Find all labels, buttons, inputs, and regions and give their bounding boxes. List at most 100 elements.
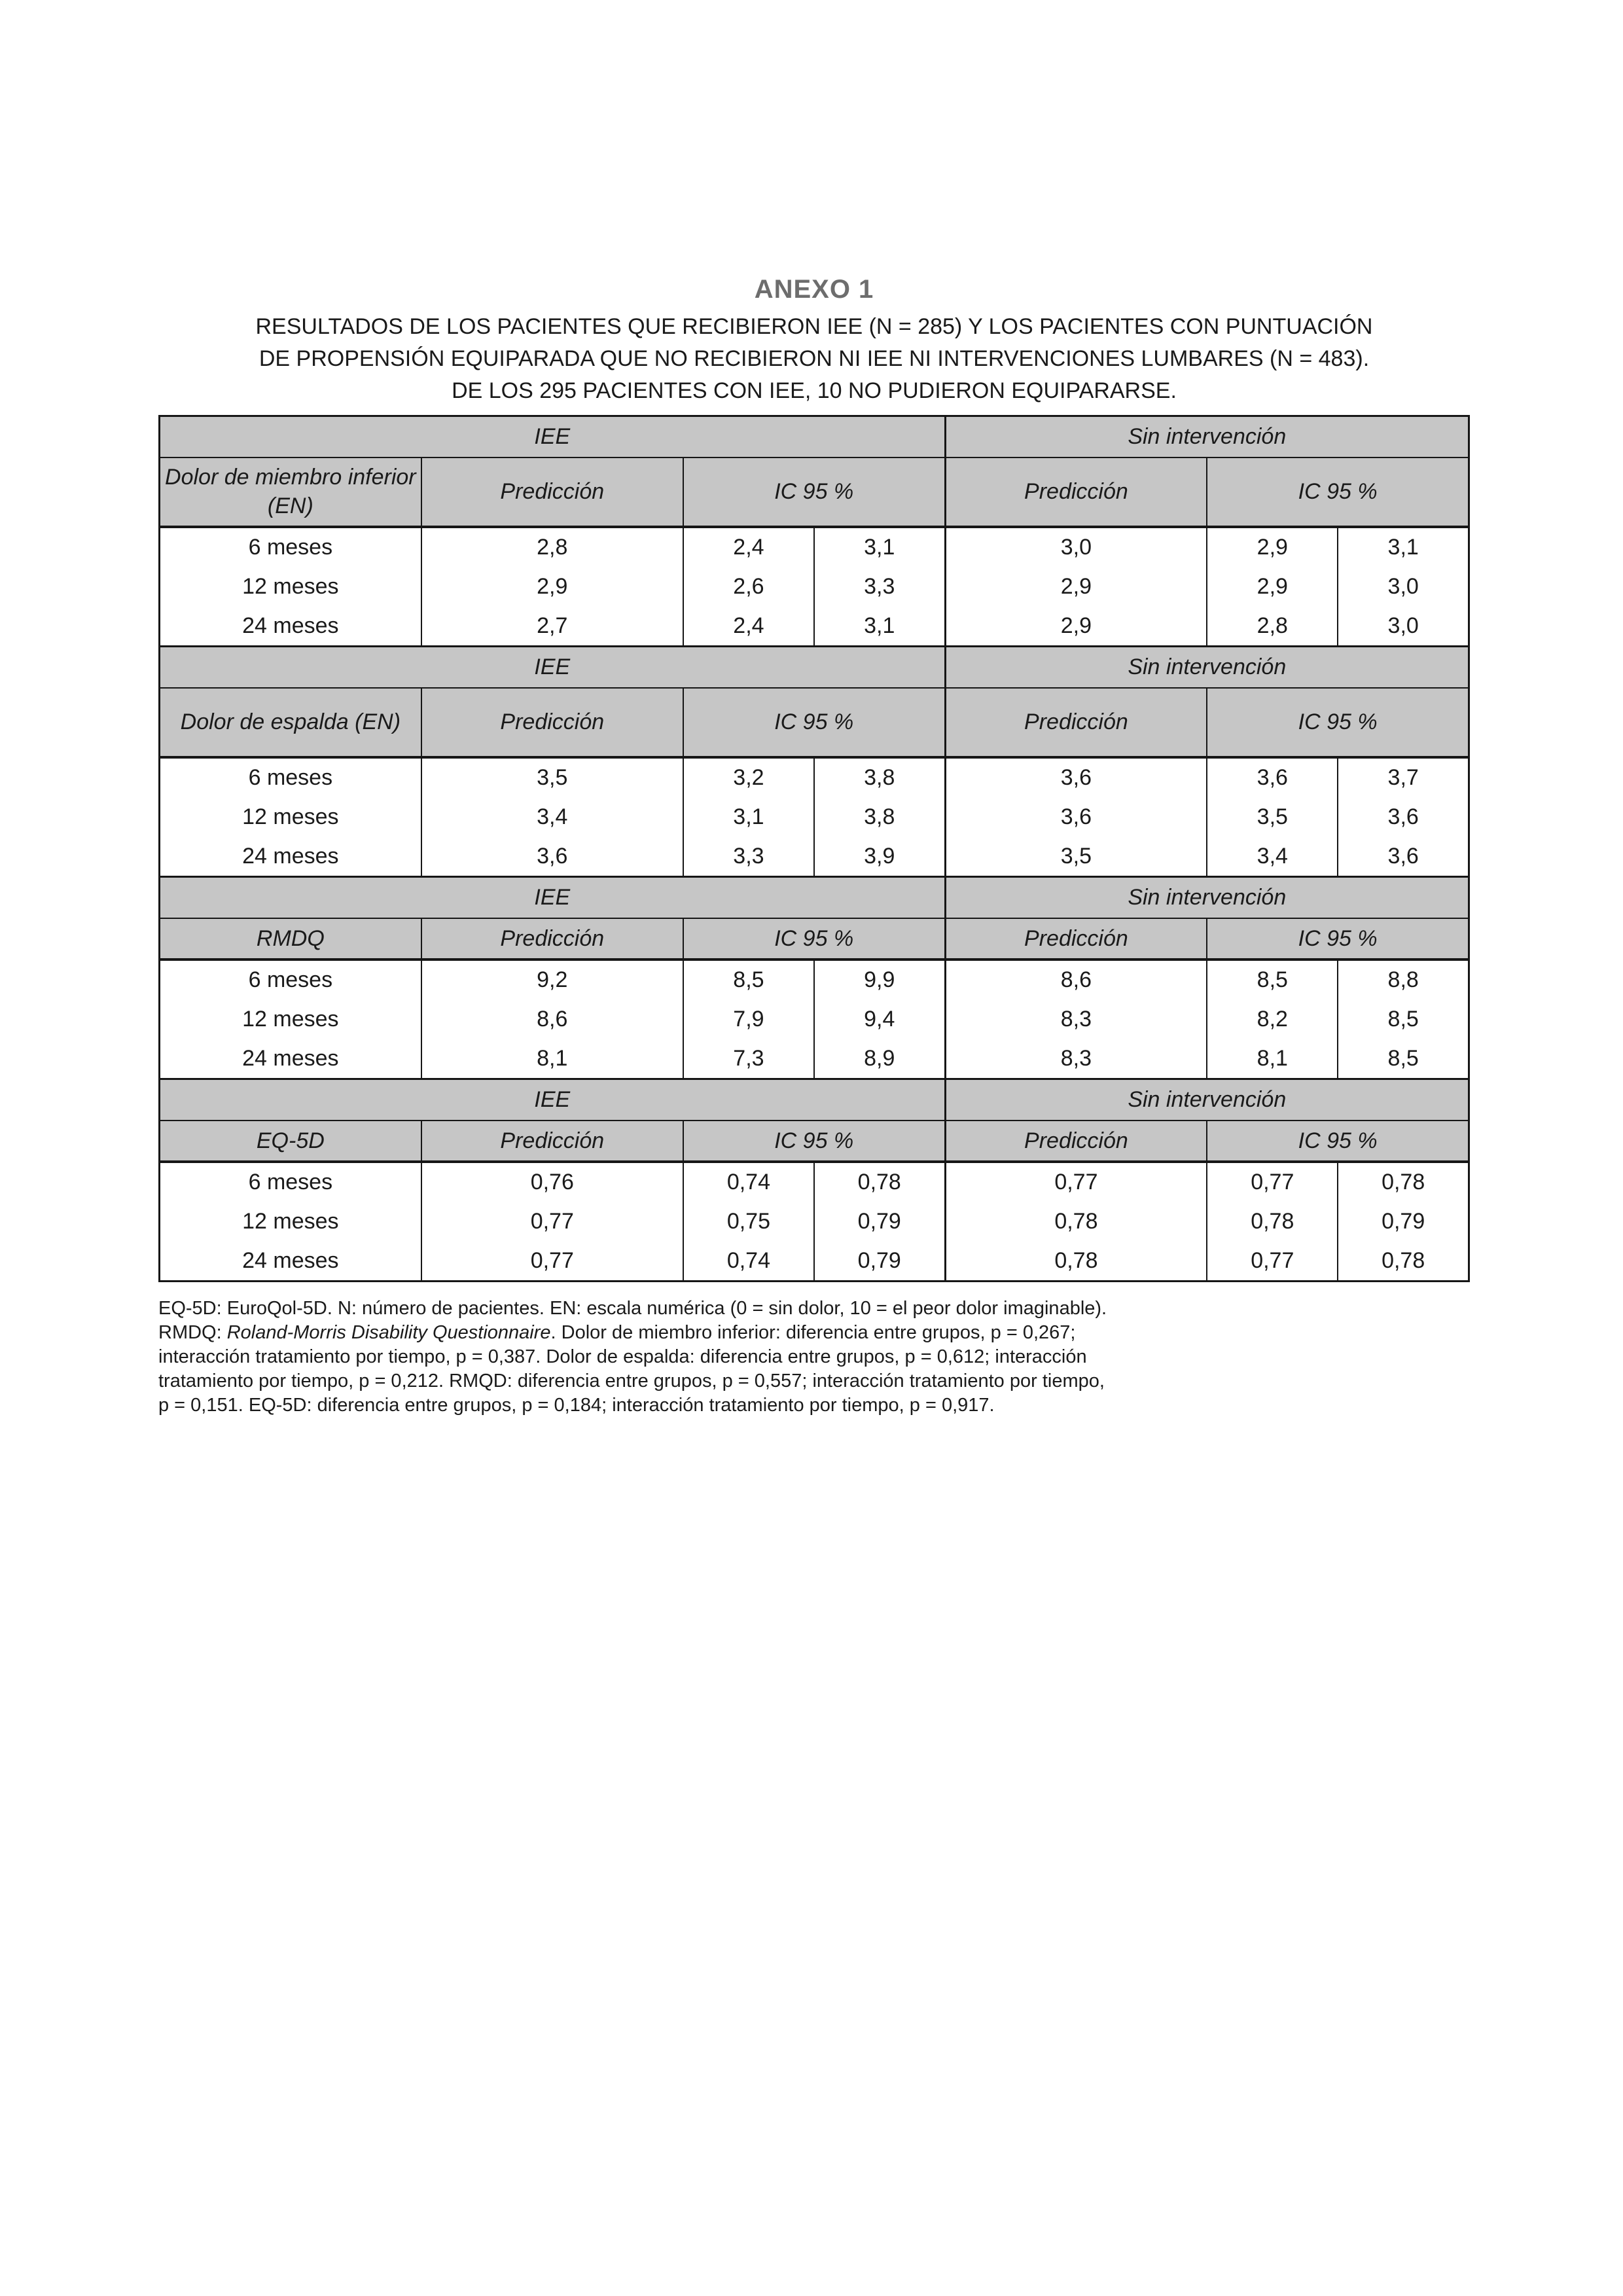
cell-value: 0,77 <box>1206 1161 1338 1202</box>
row-label: 6 meses <box>159 757 421 797</box>
col-header-prediccion: Predicción <box>944 687 1207 759</box>
cell-value: 8,6 <box>944 959 1207 999</box>
col-header-prediccion: Predicción <box>944 457 1207 528</box>
cell-value: 3,6 <box>1337 836 1469 877</box>
cell-value: 2,9 <box>420 566 683 607</box>
footnote-line-4: tratamiento por tiempo, p = 0,212. RMQD:… <box>158 1371 1105 1391</box>
cell-value: 0,79 <box>813 1241 946 1282</box>
table-row: 6 meses 3,5 3,2 3,8 3,6 3,6 3,7 <box>159 757 1469 797</box>
cell-value: 0,78 <box>813 1161 946 1202</box>
cell-value: 3,6 <box>1337 797 1469 837</box>
cell-value: 0,79 <box>813 1201 946 1242</box>
cell-value: 8,3 <box>944 1039 1207 1079</box>
cell-value: 0,79 <box>1337 1201 1469 1242</box>
table-row: 12 meses 3,4 3,1 3,8 3,6 3,5 3,6 <box>159 797 1469 837</box>
group-header-sin-intervencion: Sin intervención <box>944 1078 1469 1121</box>
row-label: 24 meses <box>159 606 421 647</box>
cell-value: 0,78 <box>944 1241 1207 1282</box>
annex-subtitle: RESULTADOS DE LOS PACIENTES QUE RECIBIER… <box>158 311 1470 407</box>
annex-title: ANEXO 1 <box>754 275 874 304</box>
group-header-row: IEE Sin intervención <box>159 1078 1469 1121</box>
cell-value: 3,9 <box>813 836 946 877</box>
results-table: IEE Sin intervención Dolor de miembro in… <box>158 415 1470 1282</box>
cell-value: 3,2 <box>682 757 814 797</box>
cell-value: 0,75 <box>682 1201 814 1242</box>
column-header-row: Dolor de miembro inferior (EN) Predicció… <box>159 457 1469 528</box>
section-label: RMDQ <box>159 918 421 961</box>
row-label: 6 meses <box>159 1161 421 1202</box>
column-header-row: Dolor de espalda (EN) Predicción IC 95 %… <box>159 687 1469 759</box>
cell-value: 8,5 <box>682 959 814 999</box>
col-header-ic95: IC 95 % <box>1206 457 1469 528</box>
cell-value: 2,9 <box>1206 526 1338 567</box>
group-header-iee: IEE <box>159 1078 946 1121</box>
cell-value: 9,9 <box>813 959 946 999</box>
cell-value: 2,8 <box>420 526 683 567</box>
cell-value: 3,4 <box>420 797 683 837</box>
col-header-prediccion: Predicción <box>420 1120 683 1163</box>
group-header-row: IEE Sin intervención <box>159 645 1469 689</box>
cell-value: 3,1 <box>813 606 946 647</box>
annex-content: ANEXO 1 RESULTADOS DE LOS PACIENTES QUE … <box>158 0 1470 1418</box>
group-header-sin-intervencion: Sin intervención <box>944 415 1469 458</box>
col-header-prediccion: Predicción <box>944 1120 1207 1163</box>
cell-value: 0,78 <box>1337 1241 1469 1282</box>
cell-value: 3,8 <box>813 797 946 837</box>
footnote-italic-term: Roland-Morris Disability Questionnaire <box>226 1322 551 1343</box>
table-row: 12 meses 0,77 0,75 0,79 0,78 0,78 0,79 <box>159 1201 1469 1242</box>
section-label: Dolor de espalda (EN) <box>159 687 421 759</box>
cell-value: 2,4 <box>682 606 814 647</box>
cell-value: 2,6 <box>682 566 814 607</box>
cell-value: 3,3 <box>813 566 946 607</box>
cell-value: 3,6 <box>420 836 683 877</box>
cell-value: 3,1 <box>682 797 814 837</box>
cell-value: 3,3 <box>682 836 814 877</box>
row-label: 6 meses <box>159 526 421 567</box>
section-label: Dolor de miembro inferior (EN) <box>159 457 421 528</box>
cell-value: 3,6 <box>1206 757 1338 797</box>
group-header-iee: IEE <box>159 415 946 458</box>
row-label: 12 meses <box>159 797 421 837</box>
cell-value: 3,8 <box>813 757 946 797</box>
cell-value: 3,0 <box>1337 606 1469 647</box>
table-row: 24 meses 3,6 3,3 3,9 3,5 3,4 3,6 <box>159 836 1469 877</box>
footnote-line-3: interacción tratamiento por tiempo, p = … <box>158 1346 1087 1367</box>
cell-value: 3,0 <box>1337 566 1469 607</box>
cell-value: 8,1 <box>420 1039 683 1079</box>
footnote-line-5: p = 0,151. EQ-5D: diferencia entre grupo… <box>158 1395 995 1416</box>
cell-value: 0,76 <box>420 1161 683 1202</box>
table-row: 24 meses 2,7 2,4 3,1 2,9 2,8 3,0 <box>159 606 1469 647</box>
cell-value: 8,5 <box>1337 1039 1469 1079</box>
cell-value: 7,3 <box>682 1039 814 1079</box>
cell-value: 2,9 <box>1206 566 1338 607</box>
cell-value: 3,5 <box>1206 797 1338 837</box>
cell-value: 9,4 <box>813 999 946 1039</box>
col-header-ic95: IC 95 % <box>682 918 946 961</box>
cell-value: 0,78 <box>1337 1161 1469 1202</box>
cell-value: 2,4 <box>682 526 814 567</box>
cell-value: 8,3 <box>944 999 1207 1039</box>
subtitle-line-3: DE LOS 295 PACIENTES CON IEE, 10 NO PUDI… <box>452 378 1177 403</box>
cell-value: 3,1 <box>1337 526 1469 567</box>
cell-value: 3,6 <box>944 757 1207 797</box>
cell-value: 8,8 <box>1337 959 1469 999</box>
cell-value: 2,7 <box>420 606 683 647</box>
group-header-sin-intervencion: Sin intervención <box>944 645 1469 689</box>
group-header-row: IEE Sin intervención <box>159 876 1469 919</box>
col-header-prediccion: Predicción <box>420 687 683 759</box>
subtitle-line-1: RESULTADOS DE LOS PACIENTES QUE RECIBIER… <box>255 314 1373 339</box>
footnote-line-2-rest: . Dolor de miembro inferior: diferencia … <box>550 1322 1076 1343</box>
cell-value: 0,77 <box>944 1161 1207 1202</box>
col-header-prediccion: Predicción <box>420 457 683 528</box>
col-header-ic95: IC 95 % <box>682 687 946 759</box>
col-header-prediccion: Predicción <box>944 918 1207 961</box>
cell-value: 2,9 <box>944 566 1207 607</box>
cell-value: 8,1 <box>1206 1039 1338 1079</box>
cell-value: 3,1 <box>813 526 946 567</box>
subtitle-line-2: DE PROPENSIÓN EQUIPARADA QUE NO RECIBIER… <box>259 346 1370 371</box>
col-header-ic95: IC 95 % <box>682 457 946 528</box>
table-row: 6 meses 2,8 2,4 3,1 3,0 2,9 3,1 <box>159 526 1469 567</box>
cell-value: 3,4 <box>1206 836 1338 877</box>
cell-value: 8,5 <box>1337 999 1469 1039</box>
